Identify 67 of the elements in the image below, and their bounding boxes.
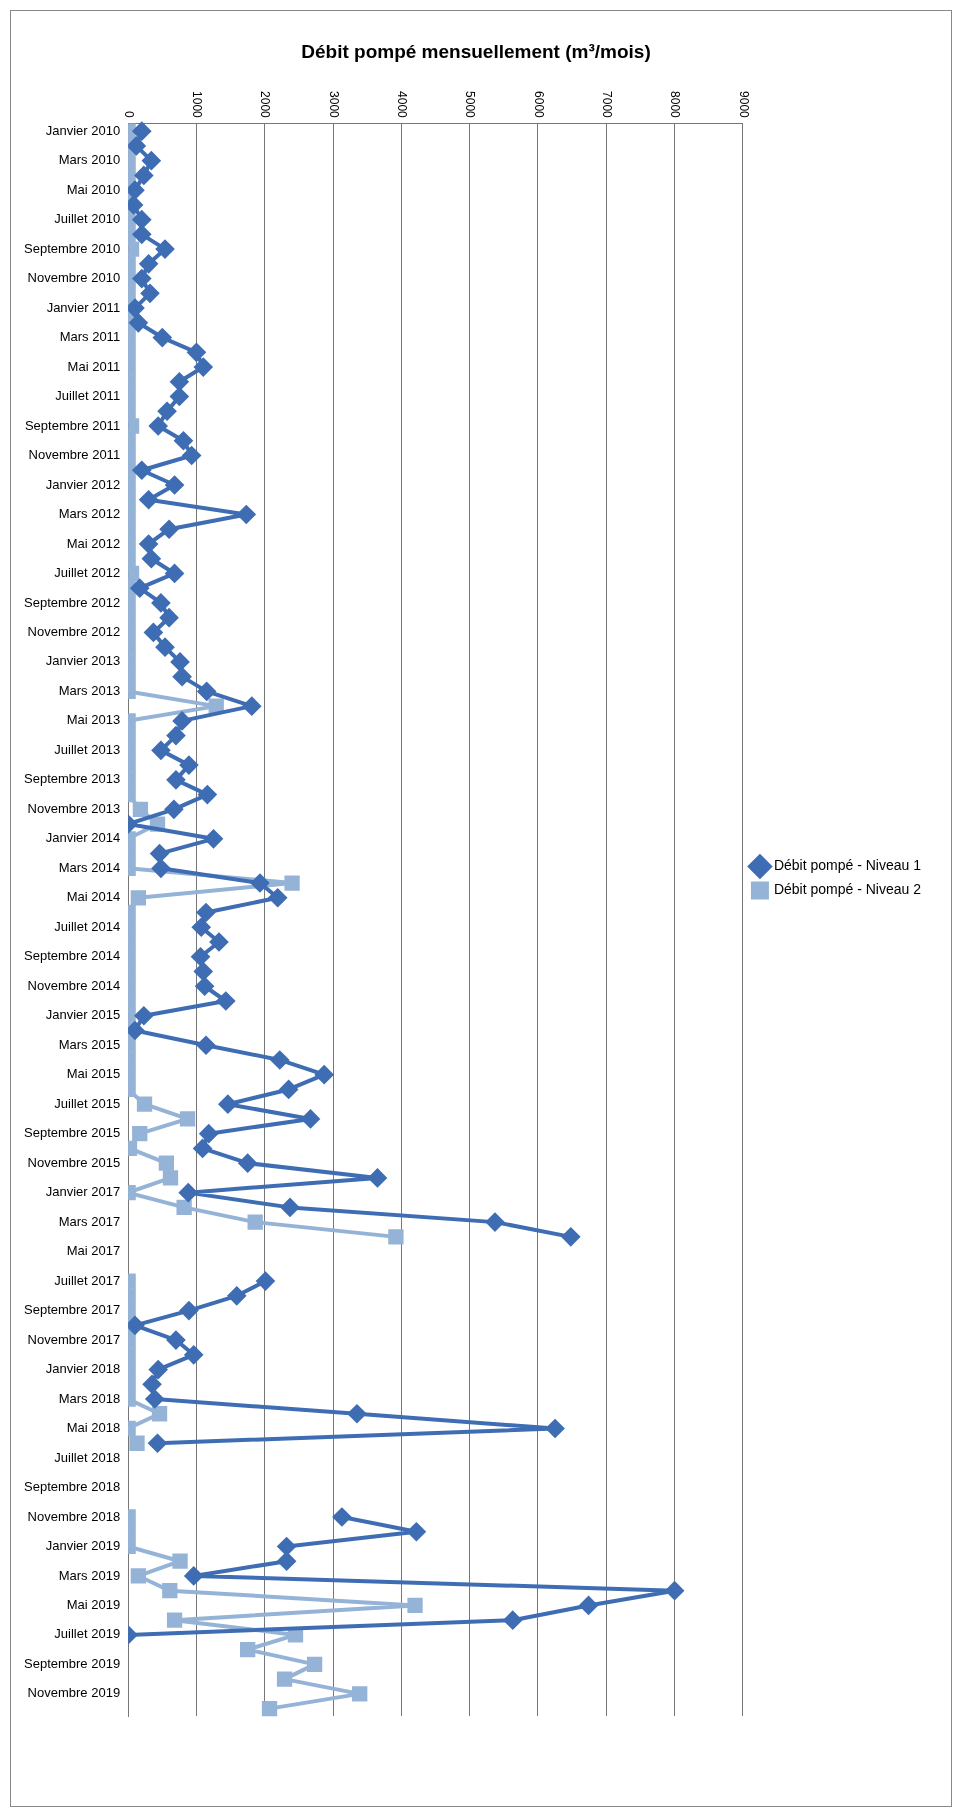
y-tick-label: Juillet 2013 (54, 741, 121, 757)
chart-title: Débit pompé mensuellement (m³/mois) (301, 40, 651, 62)
y-tick-label: Janvier 2015 (45, 1007, 121, 1023)
y-tick-label: Mai 2014 (66, 889, 121, 905)
x-tick-label: 3000 (326, 91, 341, 119)
y-tick-label: Janvier 2011 (46, 299, 121, 315)
y-tick-label: Septembre 2013 (24, 771, 121, 787)
y-tick-label: Juillet 2018 (54, 1449, 121, 1465)
y-tick-label: Novembre 2014 (27, 977, 121, 993)
y-tick-label: Juillet 2010 (54, 211, 121, 227)
y-tick-label: Juillet 2012 (54, 565, 121, 581)
y-tick-label: Juillet 2014 (54, 918, 121, 934)
y-tick-label: Septembre 2019 (24, 1655, 121, 1671)
y-tick-label: Septembre 2011 (24, 417, 121, 433)
legend-label: Débit pompé - Niveau 1 (773, 857, 922, 874)
x-tick-label: 2000 (258, 91, 273, 119)
y-tick-label: Septembre 2018 (24, 1479, 121, 1495)
y-tick-label: Novembre 2010 (27, 270, 121, 286)
y-tick-label: Novembre 2018 (27, 1508, 121, 1524)
y-tick-label: Mai 2015 (66, 1066, 121, 1082)
y-tick-label: Mars 2019 (58, 1567, 121, 1583)
y-tick-label: Mai 2013 (66, 712, 121, 728)
y-tick-label: Juillet 2019 (54, 1626, 121, 1642)
y-tick-label: Mars 2014 (58, 859, 121, 875)
y-tick-label: Janvier 2019 (45, 1538, 121, 1554)
y-tick-label: Septembre 2014 (24, 948, 121, 964)
y-tick-label: Janvier 2012 (45, 476, 121, 492)
y-tick-label: Mai 2017 (66, 1243, 121, 1259)
y-tick-label: Mai 2011 (67, 358, 121, 374)
x-tick-label: 0 (121, 111, 136, 119)
y-tick-label: Novembre 2011 (28, 447, 121, 463)
y-tick-label: Mai 2010 (66, 181, 121, 197)
y-tick-label: Janvier 2018 (45, 1361, 121, 1377)
y-tick-label: Mars 2011 (59, 329, 121, 345)
y-tick-label: Mai 2019 (66, 1597, 121, 1613)
y-tick-label: Septembre 2015 (24, 1125, 121, 1141)
y-tick-label: Janvier 2010 (45, 122, 121, 138)
x-tick-label: 5000 (463, 91, 478, 119)
y-tick-label: Novembre 2012 (27, 624, 121, 639)
y-tick-label: Janvier 2014 (45, 830, 121, 846)
y-tick-label: Novembre 2017 (27, 1331, 121, 1347)
y-tick-label: Septembre 2017 (24, 1302, 121, 1318)
x-tick-label: 6000 (531, 91, 546, 119)
y-tick-label: Mars 2017 (58, 1213, 121, 1229)
x-tick-label: 4000 (395, 91, 410, 119)
y-tick-label: Mars 2012 (58, 506, 121, 522)
y-tick-label: Novembre 2013 (27, 800, 121, 816)
x-tick-label: 7000 (599, 91, 614, 119)
x-tick-label: 9000 (736, 91, 751, 119)
y-tick-label: Janvier 2013 (45, 653, 121, 669)
y-tick-label: Mars 2018 (58, 1390, 121, 1406)
y-tick-label: Mars 2015 (58, 1036, 121, 1052)
y-tick-label: Mai 2012 (66, 535, 121, 551)
y-tick-label: Juillet 2015 (54, 1095, 121, 1111)
y-tick-label: Novembre 2019 (27, 1685, 121, 1701)
x-tick-label: 8000 (668, 91, 683, 119)
y-tick-label: Mai 2018 (66, 1420, 121, 1436)
y-tick-label: Juillet 2017 (54, 1272, 121, 1288)
y-tick-label: Janvier 2017 (45, 1184, 121, 1200)
y-tick-label: Septembre 2012 (24, 594, 121, 610)
y-tick-label: Septembre 2010 (24, 240, 121, 256)
y-tick-label: Mars 2013 (58, 682, 121, 698)
y-tick-label: Juillet 2011 (55, 388, 121, 404)
y-tick-label: Novembre 2015 (27, 1154, 121, 1170)
legend-label: Débit pompé - Niveau 2 (773, 881, 922, 898)
x-tick-label: 1000 (190, 91, 205, 119)
y-tick-label: Mars 2010 (58, 152, 121, 168)
